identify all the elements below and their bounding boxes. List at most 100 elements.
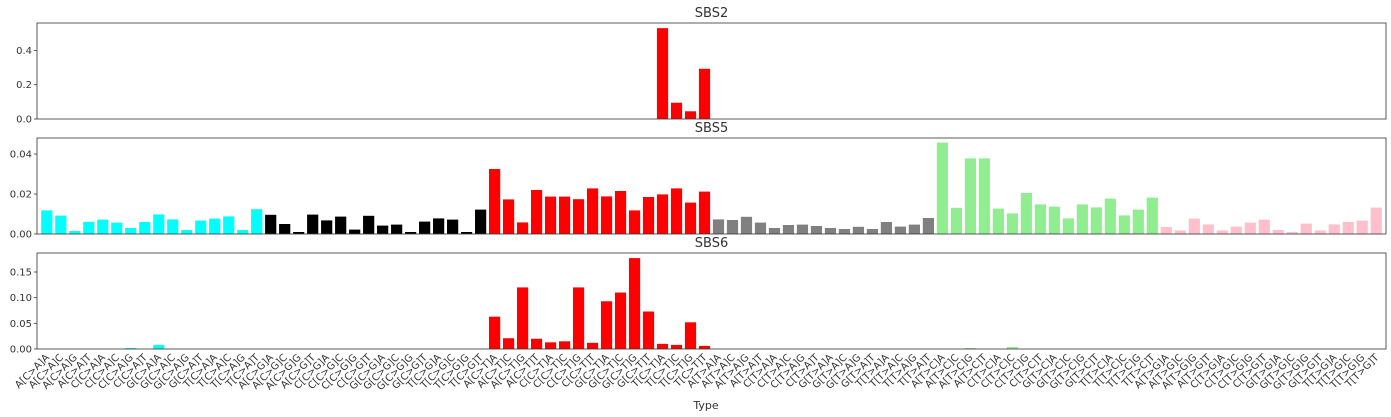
bar xyxy=(125,228,137,234)
y-tick-label: 0.2 xyxy=(16,80,32,91)
bar xyxy=(586,188,599,234)
bar xyxy=(866,229,879,234)
y-tick-label: 0.05 xyxy=(10,319,32,330)
bar xyxy=(97,219,109,234)
bar xyxy=(433,218,445,234)
bar xyxy=(670,188,683,234)
bar xyxy=(614,191,627,234)
bar xyxy=(698,191,711,234)
bar xyxy=(363,215,375,234)
bar xyxy=(558,341,571,349)
bar xyxy=(516,222,529,234)
bar xyxy=(894,226,907,234)
bar xyxy=(740,216,753,234)
bar xyxy=(684,111,697,119)
bar xyxy=(1076,204,1088,234)
panel-sbs2: SBS2 0.0 0.2 0.4 xyxy=(16,6,1387,126)
panel-sbs6: SBS6 0.00 0.05 0.10 0.15 xyxy=(10,236,1387,356)
bar xyxy=(139,222,151,234)
y-tick-label: 0.00 xyxy=(10,230,32,241)
y-tick-label: 0.4 xyxy=(16,46,32,57)
bar xyxy=(475,209,487,234)
bar xyxy=(1034,204,1046,234)
bar xyxy=(1244,222,1256,234)
bar xyxy=(698,345,711,349)
bar xyxy=(614,292,627,349)
bar xyxy=(1188,218,1200,234)
bar xyxy=(405,232,417,234)
bar xyxy=(600,196,613,234)
bar xyxy=(572,287,585,349)
bar xyxy=(1328,224,1340,234)
bar xyxy=(656,343,669,349)
bar xyxy=(265,214,277,234)
bar xyxy=(628,210,641,234)
bar xyxy=(880,222,893,234)
bar xyxy=(656,194,669,234)
bar xyxy=(1342,222,1354,234)
bar xyxy=(41,210,53,234)
bar xyxy=(293,232,305,234)
bar xyxy=(111,222,123,234)
bar xyxy=(530,338,543,349)
y-tick-label: 0.0 xyxy=(16,115,32,126)
bar xyxy=(964,347,976,349)
bar xyxy=(712,219,725,234)
bar xyxy=(516,287,529,349)
bar xyxy=(544,196,557,234)
bar xyxy=(1216,230,1228,234)
bar xyxy=(167,219,179,234)
bar xyxy=(558,196,571,234)
bar xyxy=(1006,346,1018,349)
bar xyxy=(1146,197,1158,234)
panel-frame xyxy=(36,252,1387,350)
bar xyxy=(670,344,683,349)
bar xyxy=(237,230,249,234)
y-tick-label: 0.15 xyxy=(10,267,32,278)
bar xyxy=(1006,213,1018,234)
panel-title: SBS2 xyxy=(695,6,728,21)
bar xyxy=(810,226,823,234)
bar xyxy=(684,202,697,234)
panel-frame xyxy=(36,137,1387,235)
bar xyxy=(125,347,137,349)
bar xyxy=(1104,198,1116,234)
bar xyxy=(992,208,1004,234)
bar xyxy=(1062,218,1074,234)
bar xyxy=(838,229,851,234)
bar xyxy=(824,228,837,234)
panel-title: SBS5 xyxy=(695,121,728,136)
bar xyxy=(754,222,767,234)
bar xyxy=(1272,230,1284,234)
panel-frame xyxy=(36,22,1387,120)
bar xyxy=(69,231,81,234)
bar xyxy=(153,214,165,234)
bar xyxy=(1118,215,1130,234)
bar xyxy=(1356,220,1368,234)
bar xyxy=(181,230,193,234)
bar xyxy=(936,142,948,234)
bar xyxy=(684,322,697,349)
y-tick-label: 0.00 xyxy=(10,345,32,356)
bar xyxy=(586,342,599,349)
bar xyxy=(461,232,473,234)
bar xyxy=(1202,224,1214,234)
bar xyxy=(251,209,263,234)
y-tick-label: 0.10 xyxy=(10,293,32,304)
bar xyxy=(1314,230,1326,234)
bar xyxy=(1258,219,1270,234)
bar xyxy=(489,169,501,234)
bar xyxy=(698,68,711,119)
bar xyxy=(335,216,347,234)
bar xyxy=(670,102,683,119)
x-axis-title: Type xyxy=(692,399,718,412)
bar xyxy=(978,158,990,234)
bar xyxy=(1174,230,1186,234)
bar xyxy=(964,158,976,234)
bar xyxy=(489,316,501,349)
bar xyxy=(153,344,165,349)
bar xyxy=(377,225,389,234)
bar xyxy=(1160,227,1172,234)
bar xyxy=(656,28,669,119)
